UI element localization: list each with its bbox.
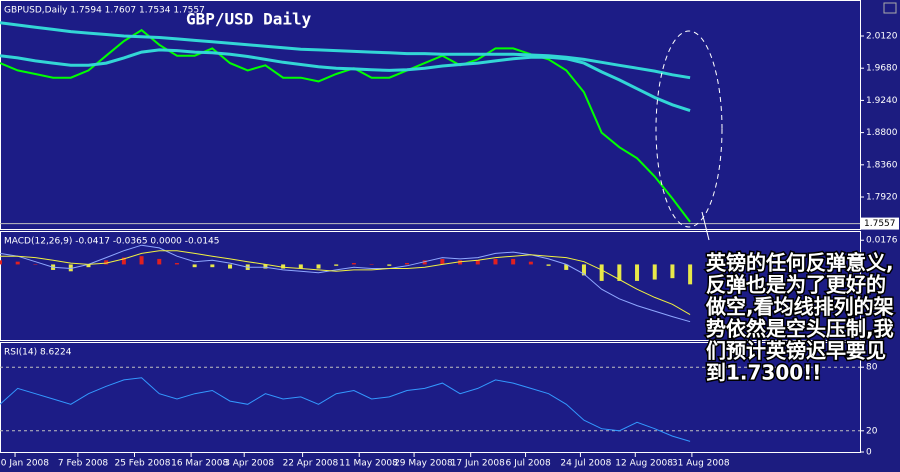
series-line bbox=[0, 48, 691, 113]
y-tick-label: 2.0120 bbox=[866, 31, 898, 41]
histogram-bar bbox=[139, 256, 144, 265]
price-header: GBPUSD,Daily 1.7594 1.7607 1.7534 1.7557 bbox=[4, 6, 205, 16]
x-tick-label: 24 Jul 2008 bbox=[560, 459, 611, 469]
histogram-bar bbox=[617, 264, 622, 281]
histogram-bar bbox=[564, 264, 569, 270]
y-tick-label: 1.9240 bbox=[866, 96, 898, 106]
histogram-bar bbox=[458, 260, 463, 265]
annotation-line: 们预计英镑迟早要见 bbox=[706, 339, 886, 363]
histogram-bar bbox=[440, 258, 445, 265]
x-tick-label: 25 Feb 2008 bbox=[114, 459, 170, 469]
histogram-bar bbox=[599, 264, 604, 281]
histogram-bar bbox=[157, 258, 162, 265]
histogram-bar bbox=[104, 260, 109, 265]
histogram-bar bbox=[369, 264, 374, 265]
chart-title: GBP/USD Daily bbox=[186, 10, 312, 29]
histogram-bar bbox=[15, 261, 20, 265]
histogram-bar bbox=[652, 264, 657, 280]
series-line bbox=[0, 250, 691, 316]
histogram-bar bbox=[316, 264, 321, 269]
last-price-label: 1.7557 bbox=[864, 219, 896, 229]
series-line bbox=[0, 28, 691, 223]
histogram-bar bbox=[670, 264, 675, 279]
histogram-bar bbox=[351, 263, 356, 265]
x-tick-label: 29 May 2008 bbox=[394, 459, 453, 469]
rsi-panel bbox=[0, 342, 861, 453]
histogram-bar bbox=[68, 264, 73, 272]
histogram-bar bbox=[192, 264, 197, 268]
histogram-bar bbox=[635, 264, 640, 281]
annotation-line: 英镑的任何反弹意义, bbox=[706, 251, 894, 275]
price-panel bbox=[0, 0, 861, 230]
last-price-box bbox=[861, 217, 899, 230]
histogram-bar bbox=[33, 264, 38, 265]
x-tick-label: 17 Jun 2008 bbox=[451, 459, 505, 469]
rsi-header: RSI(14) 8.6224 bbox=[4, 348, 72, 358]
histogram-bar bbox=[263, 264, 268, 269]
annotation-line: 反弹也是为了更好的 bbox=[706, 273, 886, 297]
y-tick-label: 0.0176 bbox=[866, 236, 898, 246]
histogram-bar bbox=[581, 264, 586, 276]
annotation-line: 到1.7300!! bbox=[706, 361, 821, 385]
plots: 2.0120 1.9680 1.9240 1.8800 1.8360 1.7920 1.75… bbox=[0, 21, 899, 469]
histogram-bar bbox=[688, 264, 693, 285]
histogram-bar bbox=[546, 264, 551, 266]
histogram-bar bbox=[493, 258, 498, 265]
histogram-bar bbox=[228, 264, 233, 269]
y-tick-label: 1.9680 bbox=[866, 64, 898, 74]
arrow bbox=[701, 211, 710, 241]
series-line bbox=[0, 377, 691, 442]
histogram-bar bbox=[528, 261, 533, 265]
window-icon[interactable] bbox=[883, 2, 897, 14]
histogram-bar bbox=[511, 258, 516, 265]
y-tick-label: 80 bbox=[866, 363, 878, 373]
annotation: 英镑的任何反弹意义,反弹也是为了更好的做空,看均线排列的架势依然是空头压制,我们… bbox=[704, 249, 896, 386]
x-tick-label: 31 Aug 2008 bbox=[672, 459, 730, 469]
y-tick-label: 0 bbox=[866, 448, 872, 458]
x-tick-label: 6 Jul 2008 bbox=[506, 459, 551, 469]
histogram-bar bbox=[86, 264, 91, 268]
histogram-bar bbox=[387, 264, 392, 266]
histogram-bar bbox=[210, 264, 215, 268]
y-tick-label: 1.7920 bbox=[866, 193, 898, 203]
y-tick-label: 1.8360 bbox=[866, 160, 898, 170]
x-tick-label: 22 Apr 2008 bbox=[283, 459, 339, 469]
x-tick-label: 20 Jan 2008 bbox=[0, 459, 49, 469]
x-tick-label: 3 Apr 2008 bbox=[224, 459, 274, 469]
macd-header: MACD(12,26,9) -0.0417 -0.0365 0.0000 -0.… bbox=[4, 237, 220, 247]
histogram-bar bbox=[298, 264, 303, 269]
series-line bbox=[0, 244, 691, 323]
histogram-bar bbox=[174, 263, 179, 265]
histogram-bar bbox=[422, 260, 427, 265]
histogram-bar bbox=[475, 260, 480, 265]
macd-panel bbox=[0, 231, 861, 341]
histogram-bar bbox=[334, 264, 339, 266]
annotation-line: 势依然是空头压制,我 bbox=[706, 317, 894, 341]
histogram-bar bbox=[0, 260, 2, 265]
x-tick-label: 7 Feb 2008 bbox=[58, 459, 109, 469]
x-tick-label: 16 Mar 2008 bbox=[171, 459, 228, 469]
series-line bbox=[0, 21, 691, 80]
x-tick-label: 12 Aug 2008 bbox=[615, 459, 673, 469]
histogram-bar bbox=[281, 264, 286, 269]
highlight-ellipse bbox=[655, 30, 723, 228]
annotation-line: 做空,看均线排列的架 bbox=[705, 295, 894, 319]
y-tick-label: 20 bbox=[866, 426, 878, 436]
y-tick-label: 1.8800 bbox=[866, 128, 898, 138]
histogram-bar bbox=[121, 257, 126, 265]
x-tick-label: 11 May 2008 bbox=[339, 459, 398, 469]
histogram-bar bbox=[404, 263, 409, 265]
